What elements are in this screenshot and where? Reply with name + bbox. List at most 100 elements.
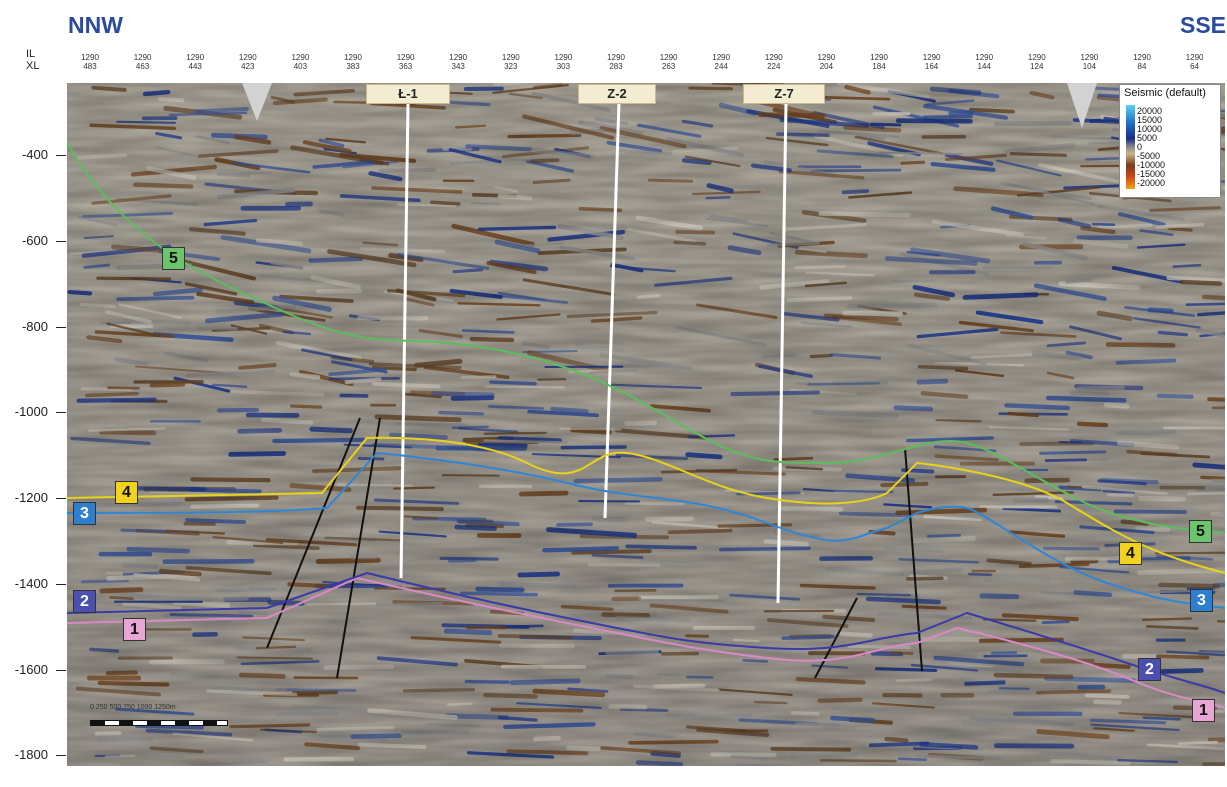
xl-tick-value: 303: [556, 62, 571, 71]
top-axis-tick: 1290 124: [1022, 53, 1052, 71]
top-axis-tick: 1290 463: [128, 53, 158, 71]
scale-bar: 0 250 500 750 1000 1250m: [90, 704, 230, 734]
y-tick-label: -400: [21, 147, 48, 162]
horizon-line-4: [67, 436, 1225, 574]
il-tick-value: 1290: [1133, 53, 1151, 62]
y-tick-mark: [56, 241, 66, 242]
il-tick-value: 1290: [449, 53, 468, 62]
xl-tick-value: 164: [924, 62, 939, 71]
legend-value: 15000: [1137, 115, 1163, 125]
legend-value: -15000: [1137, 169, 1166, 179]
scale-bar-graphic: [90, 720, 228, 726]
top-axis-tick: 1290 244: [706, 53, 736, 71]
top-axis-tick: 1290 423: [233, 53, 263, 71]
xl-tick-value: 184: [872, 62, 886, 71]
xl-tick-value: 124: [1030, 62, 1044, 71]
top-axis-tick: 1290 443: [180, 53, 210, 71]
horizon-marker-1-left: 1: [123, 618, 146, 641]
xl-tick-value: 443: [188, 62, 202, 71]
horizon-marker-5-right: 5: [1189, 520, 1212, 543]
top-axis-tick: 1290 343: [443, 53, 473, 71]
top-axis-tick: 1290 84: [1127, 53, 1157, 71]
il-tick-value: 1290: [291, 53, 310, 62]
xl-tick-value: 224: [767, 62, 781, 71]
il-tick-value: 1290: [1027, 53, 1046, 62]
il-tick-value: 1290: [712, 53, 731, 62]
xl-tick-value: 204: [819, 62, 834, 71]
horizon-lines: [67, 142, 1225, 709]
il-tick-value: 1290: [238, 53, 257, 62]
il-tick-value: 1290: [81, 53, 99, 62]
il-tick-value: 1290: [764, 53, 783, 62]
y-tick-label: -1600: [14, 662, 48, 677]
legend-color-bar: [1126, 105, 1135, 189]
legend-value: -20000: [1137, 178, 1166, 188]
y-tick-mark: [56, 155, 66, 156]
top-axis-tick: 1290 64: [1180, 53, 1210, 71]
legend-value: -5000: [1137, 151, 1161, 161]
y-tick-label: -1200: [14, 490, 48, 505]
well-track: [776, 102, 788, 604]
top-axis-tick: 1290 383: [338, 53, 368, 71]
legend-value: -10000: [1137, 160, 1166, 170]
seismic-texture: [67, 83, 1225, 766]
xl-tick-value: 383: [346, 62, 360, 71]
top-axis-tick: 1290 303: [548, 53, 578, 71]
y-tick-mark: [56, 584, 66, 585]
il-tick-value: 1290: [133, 53, 152, 62]
horizon-marker-4-right: 4: [1119, 542, 1142, 565]
horizon-marker-3-right: 3: [1190, 589, 1213, 612]
il-tick-value: 1290: [975, 53, 994, 62]
seismic-color-legend: Seismic (default) 20000 15000 10000 5000…: [1119, 84, 1221, 198]
xl-tick-value: 84: [1137, 62, 1147, 71]
horizon-marker-1-right: 1: [1192, 699, 1215, 722]
horizon-marker-4-left: 4: [115, 481, 138, 504]
top-axis-tick: 1290 283: [601, 53, 631, 71]
top-axis-tick: 1290 204: [811, 53, 841, 71]
il-tick-value: 1290: [817, 53, 836, 62]
il-tick-value: 1290: [870, 53, 888, 62]
fault-lines: [266, 417, 923, 679]
horizon-marker-2-right: 2: [1138, 658, 1161, 681]
il-tick-value: 1290: [186, 53, 205, 62]
xl-tick-value: 403: [293, 62, 308, 71]
top-axis-tick: 1290 164: [917, 53, 947, 71]
il-tick-value: 1290: [607, 53, 625, 62]
well-label-z7: Z-7: [743, 84, 825, 104]
legend-value: 20000: [1137, 106, 1163, 116]
xl-tick-value: 343: [451, 62, 465, 71]
horizon-line-2: [67, 571, 1225, 694]
well-label-z2: Z-2: [578, 84, 656, 104]
il-tick-value: 1290: [1080, 53, 1099, 62]
il-axis-label: IL: [26, 48, 36, 60]
y-tick-mark: [56, 755, 66, 756]
horizon-line-5: [67, 142, 1225, 534]
il-tick-value: 1290: [501, 53, 520, 62]
legend-value: 10000: [1137, 124, 1163, 134]
il-tick-value: 1290: [1185, 53, 1204, 62]
il-tick-value: 1290: [554, 53, 573, 62]
y-tick-label: -800: [21, 319, 48, 334]
top-axis-tick: 1290 144: [969, 53, 999, 71]
legend-value: 5000: [1137, 133, 1158, 143]
direction-label-left: NNW: [68, 12, 123, 38]
top-axis-tick: 1290 224: [759, 53, 789, 71]
xl-axis-label: XL: [26, 60, 40, 72]
fault-line: [266, 417, 361, 649]
y-tick-mark: [56, 670, 66, 671]
no-data-notch: [1067, 83, 1097, 128]
xl-tick-value: 263: [661, 62, 676, 71]
well-track: [603, 102, 621, 519]
top-axis-tick: 1290 483: [75, 53, 105, 71]
y-tick-label: -1800: [14, 747, 48, 762]
y-tick-label: -1000: [14, 404, 48, 419]
fault-line: [336, 417, 381, 679]
top-axis-tick: 1290 323: [496, 53, 526, 71]
top-axis-tick: 1290 104: [1074, 53, 1104, 71]
horizon-line-3: [67, 451, 1225, 609]
fault-line: [814, 597, 858, 679]
top-axis-tick: 1290 403: [285, 53, 315, 71]
well-label-l1: Ł-1: [366, 84, 450, 104]
xl-tick-value: 104: [1082, 62, 1097, 71]
